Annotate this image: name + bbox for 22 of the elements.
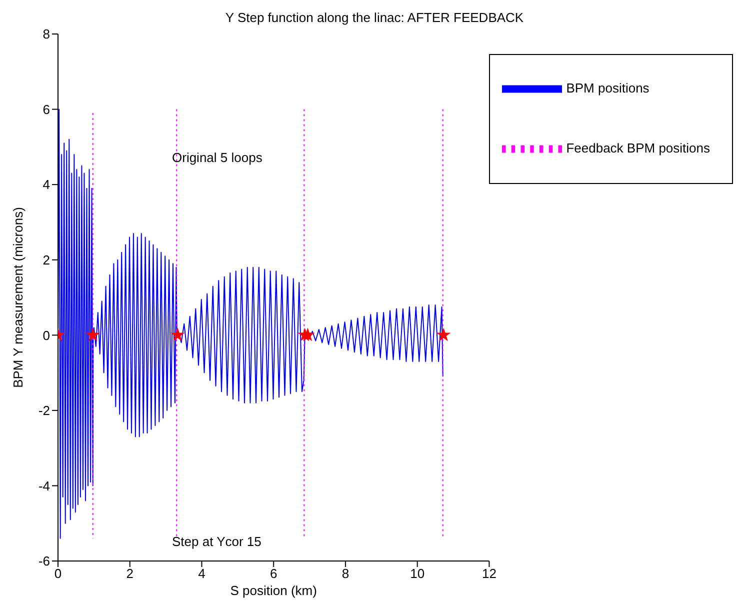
- x-tick-label: 0: [54, 566, 62, 582]
- y-tick-label: 8: [42, 26, 50, 42]
- annotation: Step at Ycor 15: [172, 534, 262, 549]
- chart-title: Y Step function along the linac: AFTER FEEDBACK: [224, 10, 525, 25]
- x-axis-title: S position (km): [230, 583, 317, 598]
- x-tick-label: 2: [126, 566, 134, 582]
- legend-label: BPM positions: [566, 80, 650, 96]
- y-tick-label: 0: [42, 328, 50, 343]
- legend-label: Feedback BPM positions: [566, 140, 710, 156]
- y-tick-label: 6: [42, 102, 50, 117]
- y-tick-label: 4: [42, 177, 50, 192]
- y-tick-label: -4: [38, 478, 50, 494]
- y-tick-label: 2: [42, 252, 50, 268]
- x-tick-label: 6: [270, 566, 278, 582]
- x-tick-label: 4: [198, 566, 206, 582]
- x-tick-label: 10: [410, 566, 425, 582]
- y-axis-title: BPM Y measurement (microns): [10, 207, 26, 388]
- annotation: Original 5 loops: [172, 150, 262, 165]
- y-tick-label: -2: [38, 403, 50, 418]
- x-tick-label: 12: [482, 566, 496, 582]
- x-tick-label: 8: [342, 566, 350, 582]
- y-tick-label: -6: [38, 554, 50, 569]
